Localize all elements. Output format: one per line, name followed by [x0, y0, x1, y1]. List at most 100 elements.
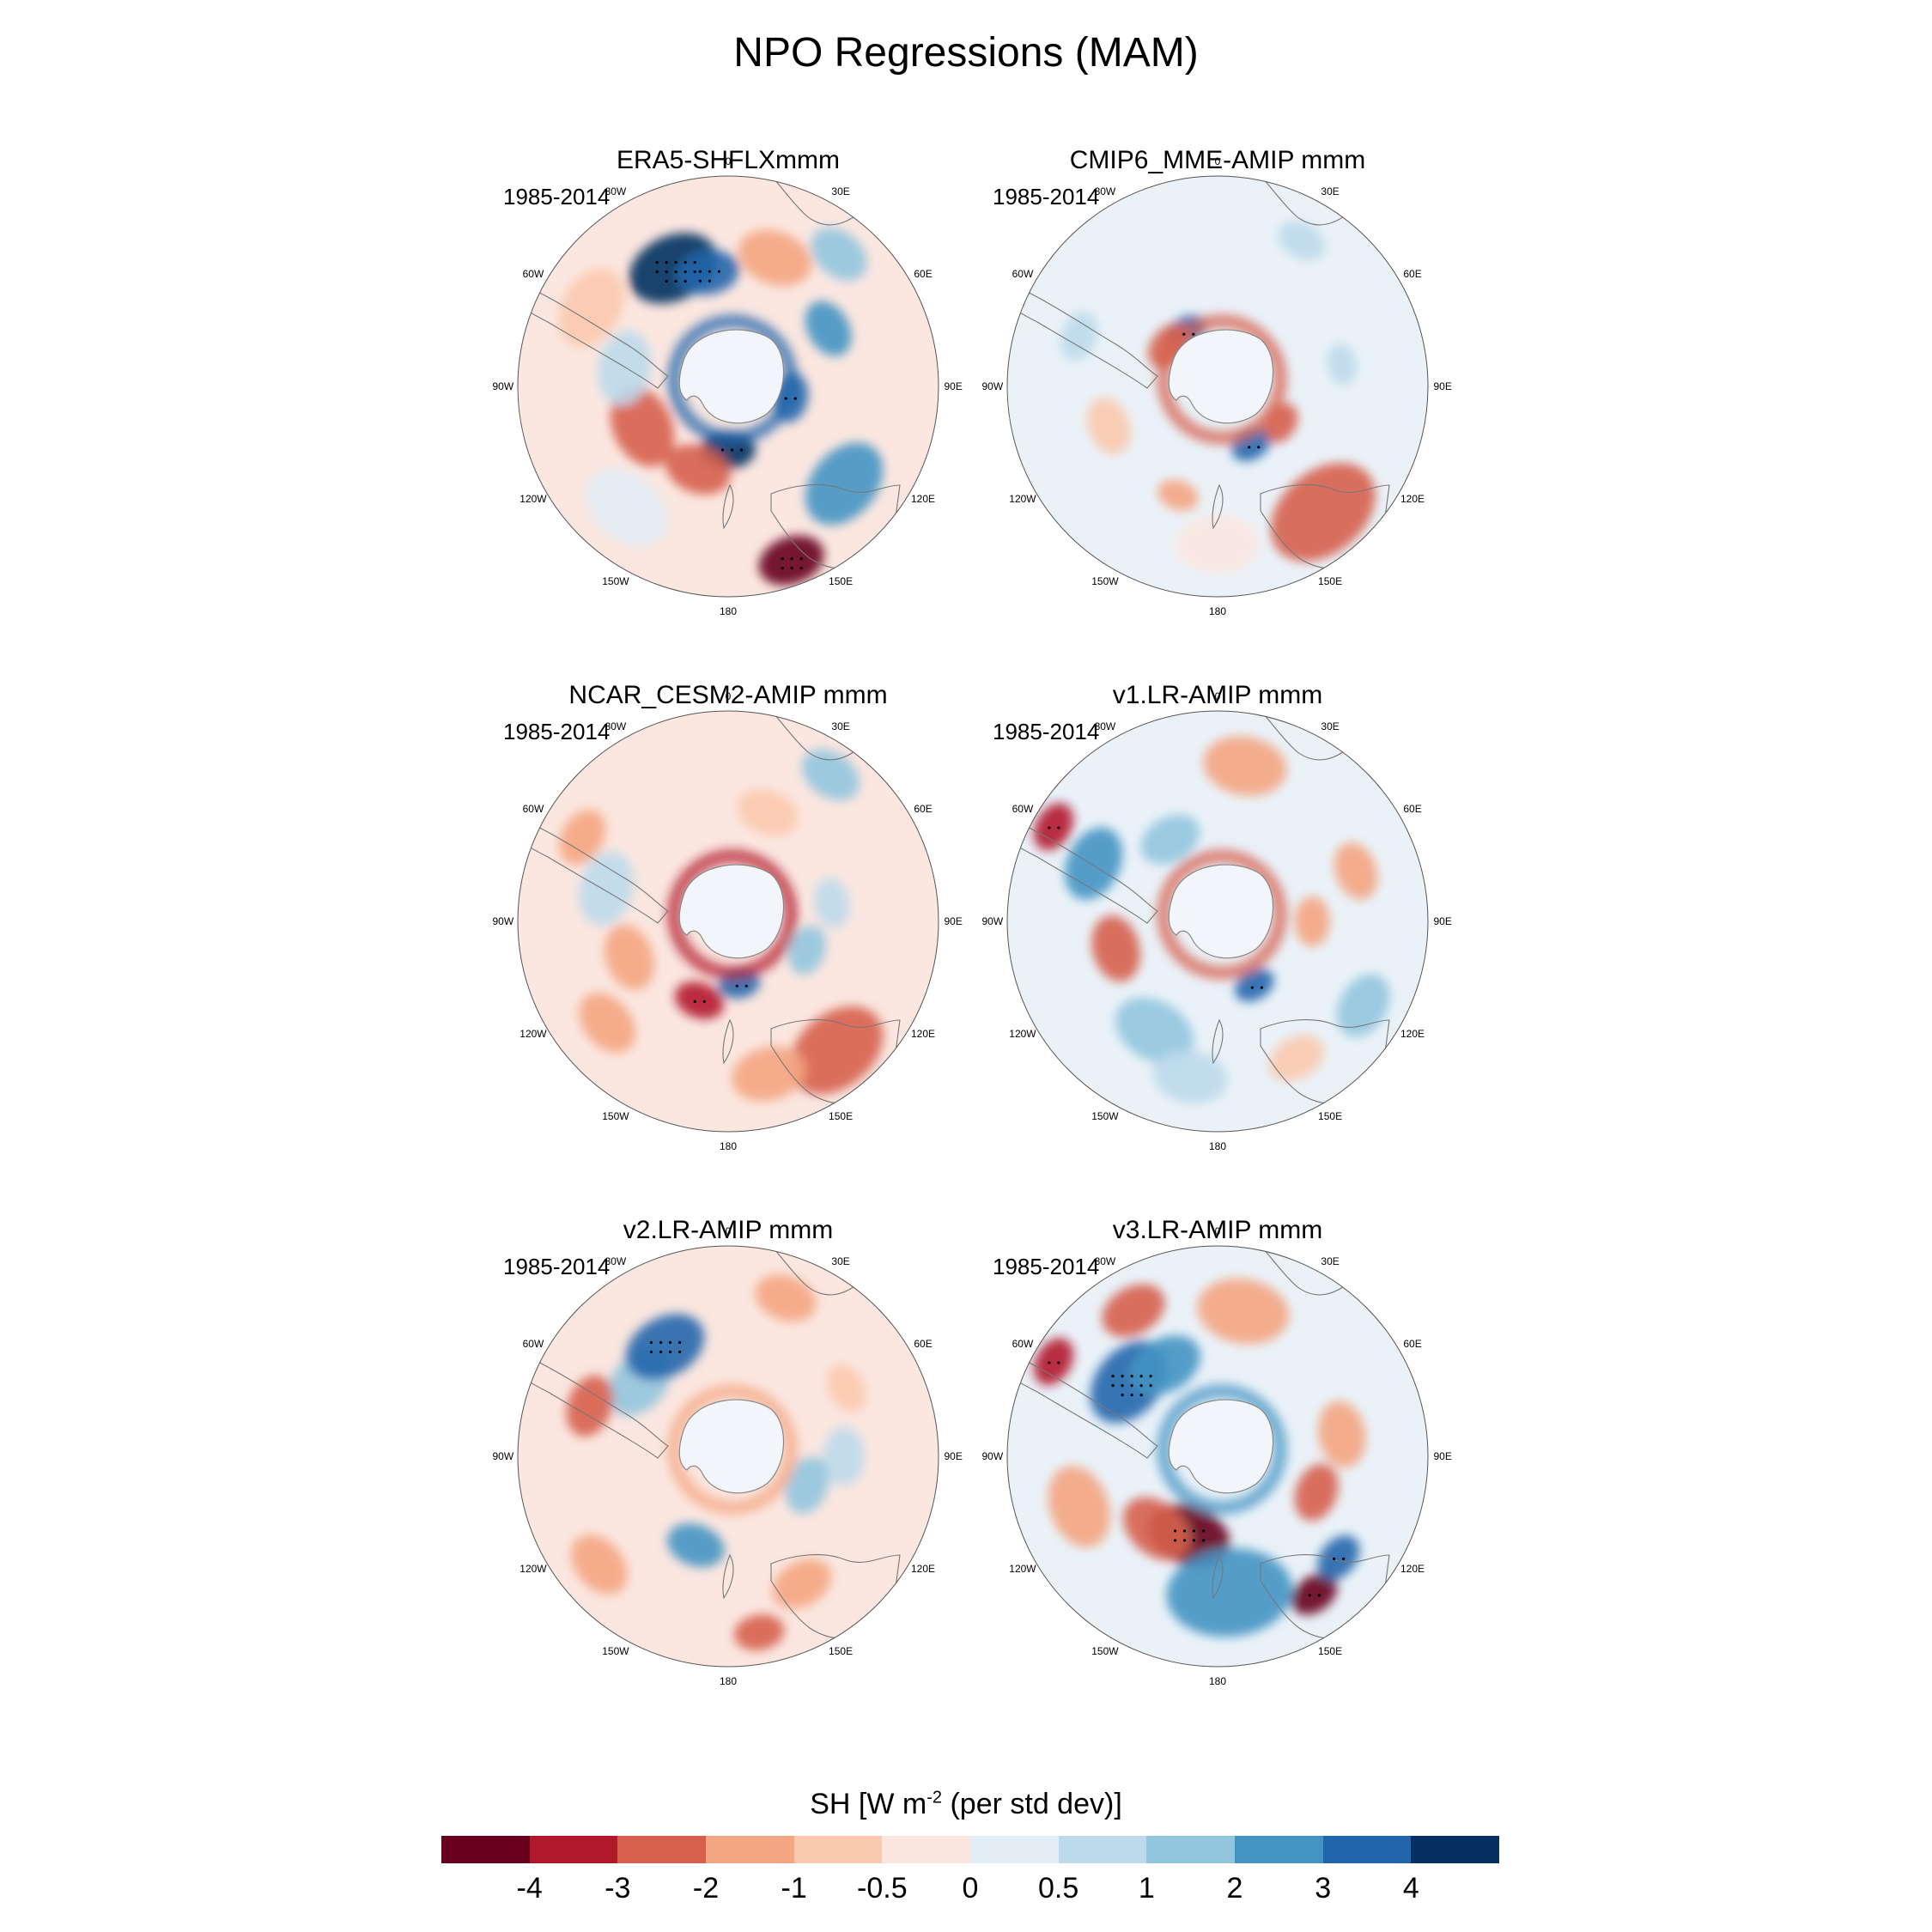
- stipple-dot: [1130, 1374, 1133, 1378]
- longitude-label: 90W: [493, 380, 514, 392]
- field-anomaly: [772, 1558, 832, 1609]
- new-zealand-coast: [1212, 483, 1224, 530]
- stipple-dot: [1257, 446, 1261, 449]
- field-anomaly: [801, 749, 860, 801]
- africa-coast: [1237, 176, 1360, 226]
- longitude-label: 60E: [914, 268, 932, 280]
- colorbar-cell: [1146, 1836, 1236, 1863]
- colorbar: [441, 1836, 1500, 1863]
- stipple-dot: [649, 1350, 653, 1354]
- colorbar-tick-label: -1: [781, 1872, 807, 1905]
- field-anomaly: [1060, 311, 1098, 361]
- stipple-dot: [693, 260, 696, 264]
- map-border: [517, 175, 939, 598]
- stipple-dot: [1308, 1594, 1311, 1597]
- longitude-label: 30E: [1321, 720, 1339, 732]
- field-anomaly: [1291, 1573, 1338, 1615]
- stipple-dot: [683, 260, 687, 264]
- colorbar-tick-label: -3: [605, 1872, 631, 1905]
- stipple-dot: [1048, 1361, 1051, 1364]
- field-anomaly: [667, 1523, 725, 1568]
- stipple-dot: [693, 270, 696, 274]
- field-anomaly: [677, 250, 740, 295]
- longitude-label: 120E: [1400, 1028, 1425, 1040]
- stipple-dot: [659, 1350, 663, 1354]
- longitude-label: 120W: [1009, 1563, 1036, 1575]
- field-anomaly: [579, 993, 636, 1053]
- longitude-label: 150E: [1318, 1645, 1342, 1657]
- map-panel-ncar-cesm2: NCAR_CESM2-AMIP mmm 1985-2014 0 30E 60E 90E…: [488, 681, 969, 1162]
- stipple-dot: [665, 279, 668, 283]
- colorbar-tick-label: 3: [1315, 1872, 1332, 1905]
- stipple-dot: [1260, 986, 1263, 989]
- stipple-dot: [1149, 1374, 1152, 1378]
- longitude-label: 60W: [1012, 1338, 1034, 1350]
- field-anomaly: [558, 268, 625, 347]
- colorbar-cell: [1411, 1836, 1500, 1863]
- longitude-label: 120W: [1009, 1028, 1036, 1040]
- stipple-dot: [655, 270, 659, 274]
- longitude-label: 0: [1215, 155, 1221, 167]
- stipple-dot: [668, 1350, 672, 1354]
- south-america-coast: [518, 274, 669, 389]
- stipple-dot: [1139, 1393, 1143, 1397]
- south-america-coast: [1007, 1344, 1158, 1459]
- coastal-anomaly-ring: [667, 314, 798, 445]
- colorbar-cell: [617, 1836, 707, 1863]
- stipple-dot: [698, 279, 702, 283]
- significance-stipple: [649, 1340, 682, 1354]
- stipple-dot: [708, 270, 711, 273]
- stipple-dot: [735, 984, 738, 987]
- longitude-label: 30E: [1321, 185, 1339, 197]
- colorbar-cell: [1235, 1836, 1323, 1863]
- south-america-coast: [1007, 809, 1158, 924]
- longitude-label: 90W: [982, 915, 1004, 927]
- field-anomaly: [758, 535, 824, 586]
- longitude-label: 90E: [944, 915, 962, 927]
- colorbar-tick-label: -2: [692, 1872, 720, 1905]
- longitude-label: 30E: [831, 1255, 849, 1267]
- antarctica-outline: [1168, 864, 1274, 959]
- longitude-label: 60E: [914, 1338, 932, 1350]
- longitude-label: 150E: [829, 1110, 853, 1122]
- longitude-label: 120W: [519, 1028, 547, 1040]
- stipple-dot: [1250, 986, 1254, 989]
- field-anomaly: [805, 301, 852, 356]
- field-anomaly: [1166, 1547, 1293, 1637]
- field-anomaly: [1176, 514, 1260, 574]
- stipple-dot: [1248, 446, 1251, 449]
- stipple-dot: [665, 260, 668, 264]
- longitude-label: 0: [726, 155, 732, 167]
- field-anomaly: [1327, 343, 1358, 386]
- field-anomaly: [1294, 896, 1330, 947]
- panel-title: CMIP6_MME-AMIP mmm: [1069, 146, 1366, 174]
- longitude-label: 120W: [1009, 493, 1036, 505]
- colorbar-cell: [706, 1836, 794, 1863]
- panel-title: v2.LR-AMIP mmm: [623, 1216, 834, 1244]
- antarctica-outline: [678, 864, 785, 959]
- longitude-label: 180: [1209, 1140, 1226, 1152]
- stipple-dot: [1192, 1529, 1196, 1533]
- antarctica-outline: [1168, 1399, 1274, 1494]
- longitude-label: 0: [726, 690, 732, 702]
- longitude-label: 180: [720, 605, 737, 617]
- field-anomaly: [1140, 814, 1200, 865]
- new-zealand-coast: [1212, 1553, 1224, 1600]
- significance-stipple: [693, 984, 748, 1003]
- stipple-dot: [1341, 1557, 1346, 1561]
- field-anomaly: [1033, 803, 1074, 851]
- stipple-dot: [799, 567, 803, 570]
- panel-period: 1985-2014: [993, 1254, 1100, 1279]
- field-anomaly: [665, 444, 731, 495]
- stipple-dot: [683, 270, 687, 274]
- longitude-label: 180: [720, 1675, 737, 1687]
- stipple-dot: [702, 999, 706, 1003]
- longitude-label: 120E: [1400, 493, 1425, 505]
- africa-coast: [748, 176, 871, 226]
- longitude-label: 60E: [1403, 1338, 1421, 1350]
- panel-period: 1985-2014: [503, 719, 611, 744]
- panel-title: v3.LR-AMIP mmm: [1112, 1216, 1323, 1244]
- colorbar-tick-label: 1: [1138, 1872, 1155, 1905]
- field-anomaly: [674, 981, 724, 1019]
- stipple-dot: [1139, 1383, 1143, 1388]
